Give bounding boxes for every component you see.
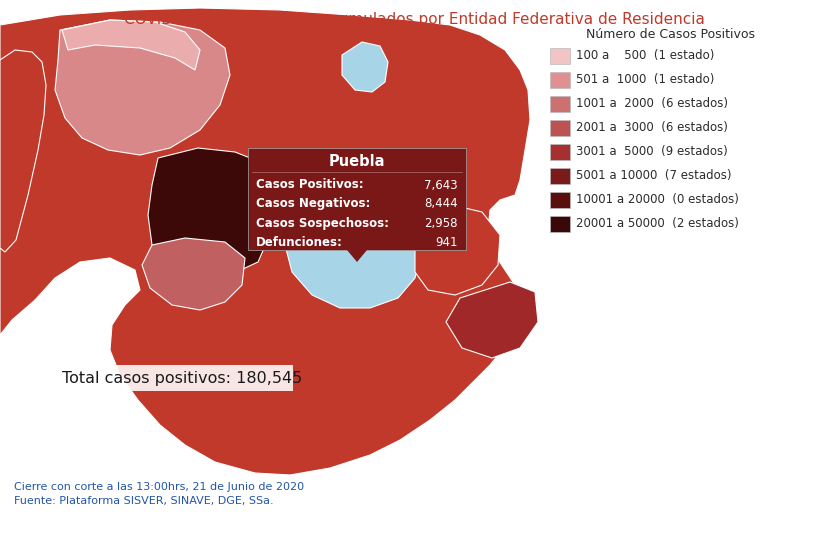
- Text: Cierre con corte a las 13:00hrs, 21 de Junio de 2020: Cierre con corte a las 13:00hrs, 21 de J…: [14, 482, 304, 492]
- Text: Casos Negativos:: Casos Negativos:: [256, 197, 370, 211]
- Text: 7,643: 7,643: [424, 178, 457, 191]
- Polygon shape: [342, 42, 388, 92]
- Bar: [549, 216, 569, 232]
- Polygon shape: [284, 192, 422, 308]
- Text: Casos Sospechosos:: Casos Sospechosos:: [256, 217, 389, 230]
- Bar: [549, 96, 569, 112]
- Text: Total casos positivos: 180,545: Total casos positivos: 180,545: [62, 370, 302, 386]
- Bar: [549, 72, 569, 88]
- Text: 5001 a 10000  (7 estados): 5001 a 10000 (7 estados): [576, 170, 730, 183]
- Text: Casos Positivos:: Casos Positivos:: [256, 178, 363, 191]
- Polygon shape: [446, 282, 538, 358]
- Text: 2,958: 2,958: [424, 217, 457, 230]
- Bar: [549, 120, 569, 136]
- Polygon shape: [62, 20, 200, 70]
- Text: COVID-19, México. Casos acumulados por Entidad Federativa de Residencia: COVID-19, México. Casos acumulados por E…: [123, 11, 704, 27]
- Polygon shape: [347, 250, 366, 262]
- Bar: [549, 144, 569, 160]
- Text: 501 a  1000  (1 estado): 501 a 1000 (1 estado): [576, 73, 714, 86]
- Text: 100 a    500  (1 estado): 100 a 500 (1 estado): [576, 49, 714, 62]
- Text: 8,444: 8,444: [424, 197, 457, 211]
- Bar: [549, 168, 569, 184]
- Polygon shape: [261, 158, 335, 250]
- Text: 941: 941: [435, 236, 457, 248]
- Text: Fuente: Plataforma SISVER, SINAVE, DGE, SSa.: Fuente: Plataforma SISVER, SINAVE, DGE, …: [14, 496, 273, 506]
- Text: 1001 a  2000  (6 estados): 1001 a 2000 (6 estados): [576, 97, 727, 110]
- Text: Puebla: Puebla: [328, 154, 385, 170]
- Text: Defunciones:: Defunciones:: [256, 236, 342, 248]
- Text: 20001 a 50000  (2 estados): 20001 a 50000 (2 estados): [576, 218, 738, 230]
- Polygon shape: [0, 8, 529, 475]
- Text: 10001 a 20000  (0 estados): 10001 a 20000 (0 estados): [576, 194, 738, 207]
- Bar: [549, 192, 569, 208]
- Bar: [55, 365, 293, 391]
- Text: 2001 a  3000  (6 estados): 2001 a 3000 (6 estados): [576, 121, 727, 135]
- Bar: [549, 48, 569, 64]
- Text: 3001 a  5000  (9 estados): 3001 a 5000 (9 estados): [576, 146, 727, 159]
- Polygon shape: [0, 50, 46, 252]
- Polygon shape: [148, 148, 278, 278]
- Bar: [248, 148, 466, 250]
- Polygon shape: [414, 205, 500, 295]
- Text: Número de Casos Positivos: Número de Casos Positivos: [586, 28, 754, 41]
- Polygon shape: [141, 238, 245, 310]
- Polygon shape: [55, 20, 230, 155]
